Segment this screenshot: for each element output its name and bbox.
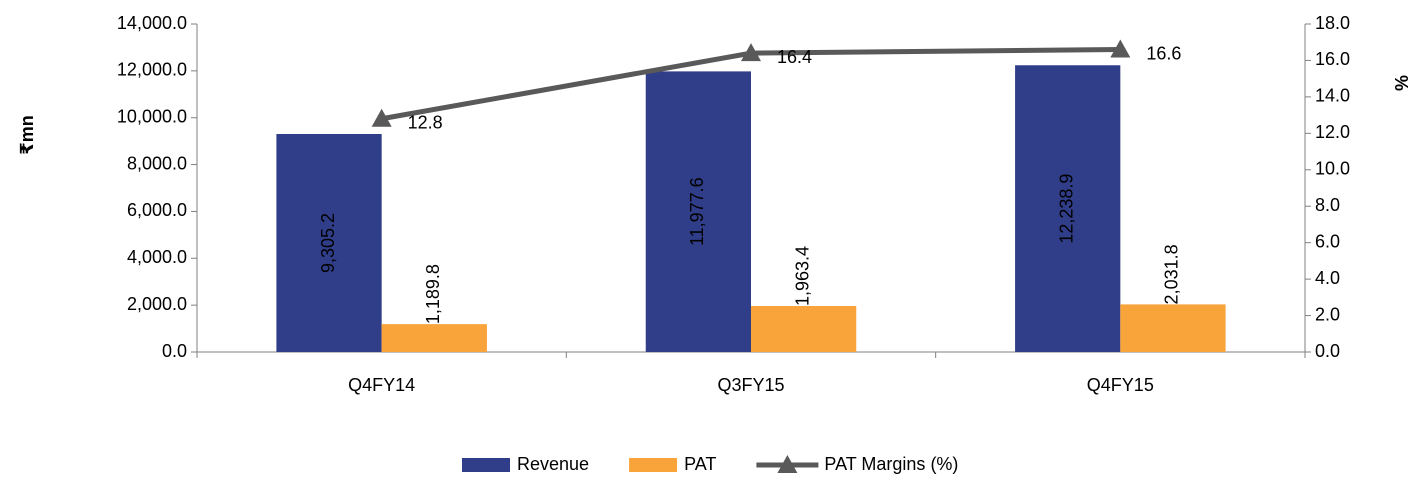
- legend-swatch: [629, 458, 678, 472]
- y2-tick-label: 4.0: [1315, 268, 1340, 288]
- y-tick-label: 10,000.0: [117, 106, 187, 126]
- y2-axis-title: %: [1392, 75, 1412, 91]
- legend-swatch: [462, 458, 510, 472]
- x-tick-label: Q3FY15: [717, 375, 784, 395]
- data-label: 12,238.9: [1056, 174, 1076, 244]
- y-axis-title: ₹mn: [17, 115, 37, 155]
- legend-label: PAT: [684, 454, 716, 474]
- y2-tick-label: 10.0: [1315, 159, 1350, 179]
- data-label: 11,977.6: [687, 177, 707, 246]
- data-label: 12.8: [408, 113, 443, 133]
- x-tick-label: Q4FY15: [1087, 375, 1154, 395]
- bar: [381, 324, 487, 352]
- bar: [751, 306, 857, 352]
- data-label: 1,963.4: [792, 246, 812, 306]
- y2-tick-label: 18.0: [1315, 13, 1350, 33]
- data-label: 9,305.2: [318, 213, 338, 273]
- legend-label: Revenue: [517, 454, 589, 474]
- data-label: 16.4: [777, 47, 812, 67]
- y2-tick-label: 8.0: [1315, 195, 1340, 215]
- y-tick-label: 14,000.0: [117, 13, 187, 33]
- y-tick-label: 6,000.0: [127, 200, 187, 220]
- bar: [1015, 65, 1121, 352]
- data-label: 16.6: [1146, 43, 1181, 63]
- y-tick-label: 12,000.0: [117, 60, 187, 80]
- y2-tick-label: 14.0: [1315, 86, 1350, 106]
- y2-tick-label: 12.0: [1315, 122, 1350, 142]
- data-label: 2,031.8: [1162, 244, 1182, 304]
- bar: [645, 71, 751, 352]
- legend-label: PAT Margins (%): [824, 454, 958, 474]
- x-tick-label: Q4FY14: [348, 375, 415, 395]
- y-tick-label: 4,000.0: [127, 247, 187, 267]
- y2-tick-label: 2.0: [1315, 304, 1340, 324]
- y-tick-label: 0.0: [162, 341, 187, 361]
- y2-tick-label: 6.0: [1315, 231, 1340, 251]
- marker: [741, 43, 761, 62]
- y2-tick-label: 0.0: [1315, 341, 1340, 361]
- legend-swatch: [777, 455, 798, 473]
- marker: [371, 108, 392, 127]
- y2-tick-label: 16.0: [1315, 49, 1350, 69]
- marker: [1110, 39, 1131, 58]
- y-tick-label: 8,000.0: [127, 153, 187, 173]
- bar: [1120, 304, 1226, 352]
- bar: [276, 133, 382, 352]
- y-tick-label: 2,000.0: [127, 294, 187, 314]
- data-label: 1,189.8: [423, 264, 443, 324]
